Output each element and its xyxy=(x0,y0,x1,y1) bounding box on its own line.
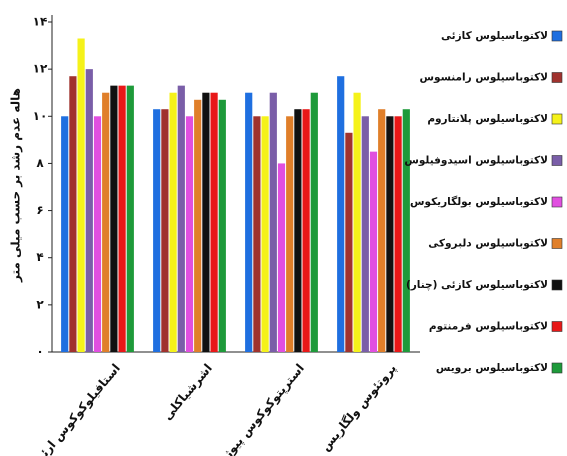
bar xyxy=(378,109,386,352)
legend-label: لاکتوباسیلوس رامنسوس xyxy=(420,72,549,84)
x-tick-label: اشرشیاکلی xyxy=(160,361,215,423)
bar xyxy=(345,132,353,352)
bar xyxy=(302,109,310,352)
y-tick-label: ۲ xyxy=(36,297,44,311)
bar xyxy=(253,116,261,353)
bar xyxy=(394,116,402,353)
bar xyxy=(353,92,361,352)
bar xyxy=(218,99,226,353)
bar xyxy=(177,85,185,353)
legend-label: لاکتوباسیلوس برویس xyxy=(436,362,548,374)
bar xyxy=(102,92,110,352)
bar xyxy=(294,109,302,352)
y-tick-label: ۱۴ xyxy=(33,15,48,29)
y-tick-label: ۱۲ xyxy=(33,62,48,76)
bar xyxy=(369,151,378,352)
bar xyxy=(245,92,253,352)
bar xyxy=(110,85,118,353)
bar xyxy=(169,92,177,352)
x-tick-label: استرپتوکوکوس پیوژنز xyxy=(212,361,308,456)
bar xyxy=(402,109,410,352)
bar xyxy=(361,116,369,353)
bar xyxy=(185,116,194,353)
y-tick-label: ۱۰ xyxy=(33,109,48,123)
bar xyxy=(210,92,218,352)
legend-label: لاکتوباسیلوس اسیدوفیلوس xyxy=(404,155,548,167)
y-tick-label: ۸ xyxy=(36,156,44,170)
bar xyxy=(261,116,269,353)
bar xyxy=(126,85,134,353)
x-tick-label: استافیلوکوکوس ارئوس xyxy=(22,361,123,456)
bar xyxy=(202,92,210,352)
bar xyxy=(386,116,394,353)
y-tick-label: ۴ xyxy=(36,250,43,264)
legend-label: لاکتوباسیلوس فرمنتوم xyxy=(429,321,548,333)
bar xyxy=(161,109,169,352)
legend-label: لاکتوباسیلوس بولگاریکوس xyxy=(410,195,548,208)
bar xyxy=(286,116,294,353)
legend-swatch xyxy=(551,279,563,291)
bar xyxy=(77,38,85,352)
legend-label: لاکتوباسیلوس پلانتاروم xyxy=(427,113,548,125)
bar xyxy=(153,109,161,352)
legend-swatch xyxy=(551,113,563,125)
legend-swatch xyxy=(551,30,563,42)
legend-swatch xyxy=(551,196,563,208)
legend-swatch xyxy=(551,155,563,166)
legend-swatch xyxy=(551,238,563,249)
bar xyxy=(310,92,318,352)
bar xyxy=(93,116,102,353)
bar xyxy=(269,92,277,352)
bar xyxy=(118,85,126,353)
y-axis-label: هاله عدم رشد بر حسب میلی متر xyxy=(9,88,24,283)
legend-swatch xyxy=(551,321,563,332)
legend-label: لاکتوباسیلوس دلبروکی xyxy=(428,238,548,250)
legend-swatch xyxy=(551,72,563,83)
bar xyxy=(61,116,69,353)
y-tick-label: ۶ xyxy=(36,203,43,217)
bar xyxy=(277,163,286,352)
x-tick-label: پروتئوس ولگاریس xyxy=(318,361,400,454)
y-tick-label: ۰ xyxy=(36,345,43,359)
legend-label: لاکتوباسیلوس کازئی (چنار) xyxy=(406,279,548,291)
bar xyxy=(85,69,93,353)
legend-swatch xyxy=(551,362,563,374)
bar xyxy=(337,76,345,352)
bar xyxy=(69,76,77,352)
legend-label: لاکتوباسیلوس کازئی xyxy=(441,30,548,42)
bar xyxy=(194,99,202,353)
